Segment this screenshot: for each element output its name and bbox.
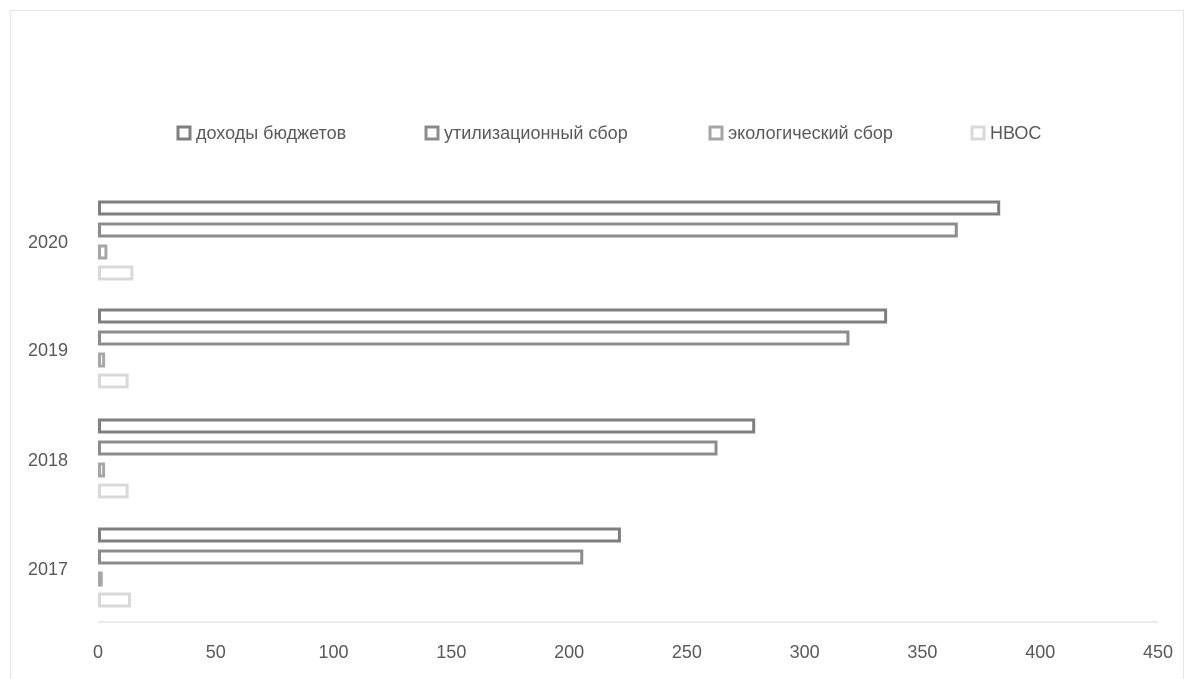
legend-swatch — [176, 125, 192, 141]
legend-label: утилизационный сбор — [444, 123, 628, 143]
bar — [98, 571, 103, 587]
bar — [98, 244, 108, 260]
x-tick-label: 100 — [319, 642, 349, 662]
legend-swatch — [708, 125, 724, 141]
bar — [98, 200, 1001, 216]
bar — [98, 527, 621, 543]
category-axis: 2017 2018 2019 2020 — [28, 232, 68, 579]
category-label: 2020 — [28, 232, 68, 252]
bar — [98, 418, 756, 434]
x-tick-label: 450 — [1143, 642, 1173, 662]
legend-swatch — [970, 125, 986, 141]
bar — [98, 549, 584, 565]
x-tick-label: 300 — [790, 642, 820, 662]
category-label: 2018 — [28, 450, 68, 470]
bar — [98, 592, 131, 608]
category-label: 2017 — [28, 559, 68, 579]
legend-label: доходы бюджетов — [196, 123, 346, 143]
bar — [98, 373, 129, 389]
bar — [98, 308, 888, 324]
x-tick-label: 400 — [1025, 642, 1055, 662]
bar — [98, 440, 718, 456]
x-tick-label: 50 — [206, 642, 226, 662]
bar — [98, 483, 129, 499]
legend-swatch — [424, 125, 440, 141]
legend-label: НВОС — [990, 123, 1041, 143]
bar — [98, 330, 850, 346]
bar — [98, 462, 106, 478]
bars — [98, 200, 1001, 608]
value-axis: 0 50 100 150 200 250 300 350 400 450 — [93, 642, 1173, 662]
x-tick-label: 350 — [907, 642, 937, 662]
legend-label: экологический сбор — [728, 123, 893, 143]
bar — [98, 265, 134, 281]
x-tick-label: 150 — [436, 642, 466, 662]
bar — [98, 352, 106, 368]
x-tick-label: 250 — [672, 642, 702, 662]
x-tick-label: 200 — [554, 642, 584, 662]
x-tick-label: 0 — [93, 642, 103, 662]
bar — [98, 222, 958, 238]
legend: доходы бюджетов утилизационный сбор эколог… — [176, 123, 1041, 143]
category-label: 2019 — [28, 340, 68, 360]
